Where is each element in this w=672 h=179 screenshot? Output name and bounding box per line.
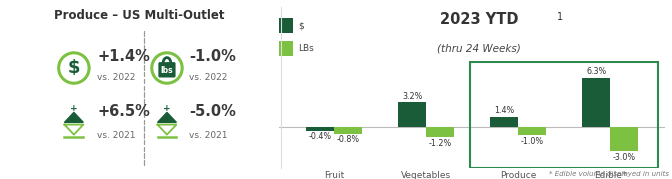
Text: Produce – US Multi-Outlet: Produce – US Multi-Outlet bbox=[54, 9, 224, 22]
Text: LBs: LBs bbox=[298, 44, 314, 53]
Bar bbox=[470, 62, 658, 168]
FancyBboxPatch shape bbox=[159, 62, 175, 78]
Text: -1.0%: -1.0% bbox=[190, 49, 237, 64]
Text: -0.4%: -0.4% bbox=[308, 132, 332, 141]
Text: vs. 2021: vs. 2021 bbox=[97, 131, 136, 140]
Bar bbox=[583, 78, 610, 127]
Text: 6.3%: 6.3% bbox=[586, 67, 606, 76]
Text: 3.2%: 3.2% bbox=[402, 92, 423, 101]
Bar bbox=[610, 127, 638, 151]
Bar bbox=[334, 127, 362, 134]
Text: $: $ bbox=[68, 59, 80, 77]
Text: +: + bbox=[70, 104, 78, 113]
Bar bbox=[491, 117, 518, 127]
Text: -0.8%: -0.8% bbox=[336, 136, 360, 144]
Bar bbox=[279, 41, 294, 56]
Text: (thru 24 Weeks): (thru 24 Weeks) bbox=[437, 43, 521, 53]
Bar bbox=[426, 127, 454, 137]
Text: +1.4%: +1.4% bbox=[97, 49, 150, 64]
Text: -1.0%: -1.0% bbox=[520, 137, 544, 146]
Bar bbox=[518, 127, 546, 135]
Text: vs. 2021: vs. 2021 bbox=[190, 131, 228, 140]
Bar bbox=[306, 127, 334, 131]
Text: * Edible volume displayed in units: * Edible volume displayed in units bbox=[548, 171, 669, 177]
Polygon shape bbox=[65, 112, 83, 122]
Text: -5.0%: -5.0% bbox=[190, 104, 237, 119]
Bar bbox=[279, 18, 294, 33]
Text: 2023 YTD: 2023 YTD bbox=[440, 12, 519, 27]
Text: -1.2%: -1.2% bbox=[428, 139, 452, 148]
Text: +6.5%: +6.5% bbox=[97, 104, 150, 119]
Text: 1: 1 bbox=[556, 12, 562, 22]
Text: lbs: lbs bbox=[161, 66, 173, 75]
Text: -3.0%: -3.0% bbox=[612, 153, 636, 162]
Text: vs. 2022: vs. 2022 bbox=[97, 73, 136, 82]
Text: $: $ bbox=[298, 21, 304, 30]
Polygon shape bbox=[157, 112, 176, 122]
Text: 1.4%: 1.4% bbox=[494, 106, 514, 115]
Text: vs. 2022: vs. 2022 bbox=[190, 73, 228, 82]
Bar bbox=[398, 102, 426, 127]
Text: +: + bbox=[163, 104, 171, 113]
